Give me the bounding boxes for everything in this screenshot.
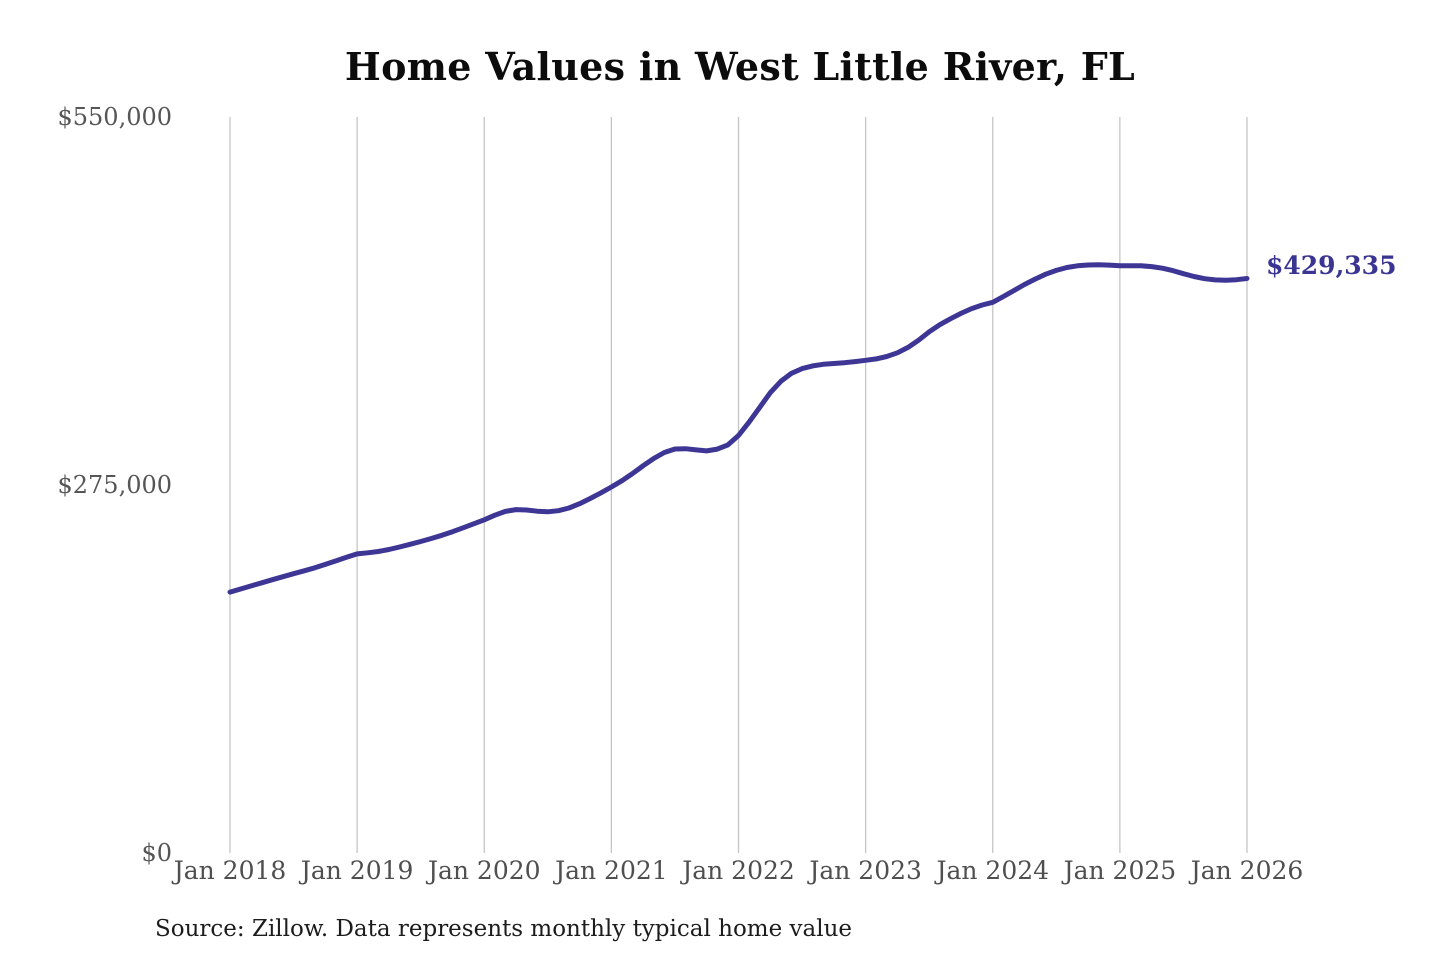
x-axis-tick-label: Jan 2022 <box>682 856 795 885</box>
x-axis-tick-label: Jan 2023 <box>809 856 922 885</box>
source-note: Source: Zillow. Data represents monthly … <box>155 916 853 942</box>
x-axis-tick-label: Jan 2024 <box>936 856 1050 885</box>
x-axis-tick-label: Jan 2018 <box>173 856 287 885</box>
x-axis-tick-label: Jan 2025 <box>1063 856 1177 885</box>
y-axis-tick-label: $0 <box>141 839 172 867</box>
latest-value-label: $429,335 <box>1266 251 1397 280</box>
y-axis-tick-label: $550,000 <box>57 103 172 131</box>
y-axis-tick-label: $275,000 <box>57 471 172 499</box>
gridlines <box>229 117 1248 853</box>
x-axis-tick-label: Jan 2021 <box>555 856 668 885</box>
home-value-line <box>227 262 1250 595</box>
x-axis-tick-label: Jan 2019 <box>300 856 414 885</box>
x-axis-tick-label: Jan 2026 <box>1190 856 1304 885</box>
chart-title: Home Values in West Little River, FL <box>344 44 1136 89</box>
x-axis-tick-label: Jan 2020 <box>427 856 541 885</box>
